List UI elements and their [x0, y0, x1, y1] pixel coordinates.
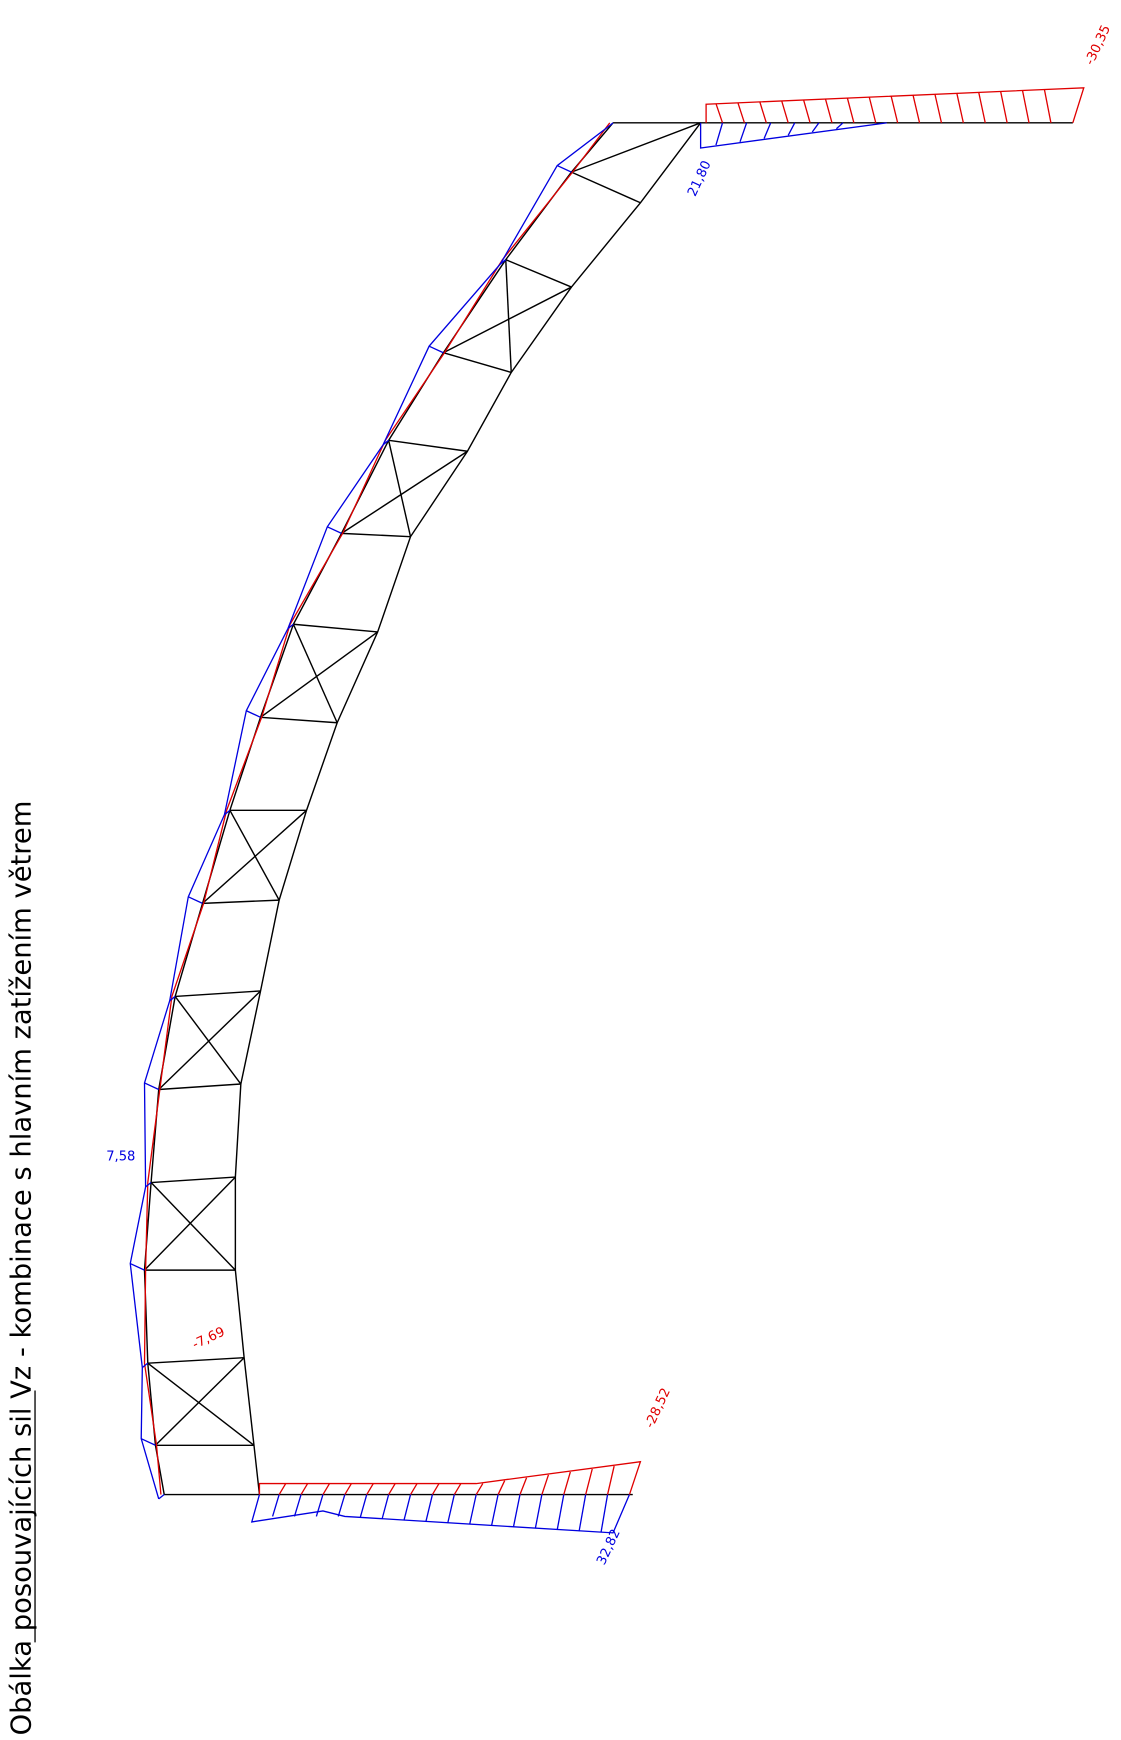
- hatch: [1022, 90, 1029, 123]
- hatch: [382, 1495, 389, 1520]
- hatch: [601, 1495, 608, 1533]
- truss-post: [151, 1177, 235, 1182]
- truss-diagonal: [261, 632, 378, 717]
- hatch: [301, 1484, 308, 1495]
- truss-post: [203, 900, 280, 903]
- hatch: [432, 1484, 439, 1495]
- hatch: [557, 1495, 564, 1530]
- truss-post: [261, 717, 338, 722]
- truss-diagonal: [342, 451, 468, 533]
- hatch: [411, 1484, 418, 1495]
- hatch: [470, 1495, 477, 1525]
- hatch: [836, 123, 843, 129]
- hatch: [246, 711, 260, 718]
- hatch: [188, 897, 202, 904]
- hatch: [804, 100, 811, 123]
- truss-diagonal: [293, 624, 337, 723]
- hatch: [535, 1495, 542, 1529]
- truss-post: [148, 1358, 244, 1363]
- hatch: [788, 123, 795, 135]
- truss-post: [443, 353, 511, 373]
- hatch: [429, 346, 443, 353]
- hatch: [608, 1466, 615, 1494]
- hatch: [847, 98, 854, 123]
- hatch: [579, 1495, 586, 1532]
- hatch: [159, 1495, 164, 1499]
- hatch: [145, 1083, 159, 1090]
- truss-diagonal: [506, 260, 511, 373]
- hatch: [764, 123, 771, 139]
- value-label: -30,35: [1083, 23, 1114, 68]
- hatch: [345, 1484, 352, 1495]
- envelope-max: [145, 123, 610, 1495]
- truss-diagonal: [203, 810, 307, 903]
- truss-diagonal: [230, 810, 279, 900]
- hatch: [520, 1478, 527, 1495]
- hatch: [513, 1495, 520, 1528]
- envelope-max: [259, 1462, 640, 1495]
- envelope-min: [252, 1495, 630, 1533]
- hatch: [498, 1481, 505, 1495]
- drawing: Obálka posouvajících sil Vz - kombinace …: [0, 0, 1121, 1740]
- truss-post: [389, 440, 468, 451]
- envelope-max: [706, 88, 1084, 123]
- value-label: -7,69: [190, 1325, 227, 1353]
- hatch: [279, 1484, 286, 1495]
- hatch: [1001, 91, 1008, 123]
- hatch: [294, 1495, 301, 1517]
- hatch: [454, 1484, 461, 1495]
- envelope-min: [701, 123, 887, 148]
- envelope-min: [130, 127, 607, 1499]
- hatch: [1044, 89, 1051, 123]
- hatch: [812, 123, 819, 132]
- title: Obálka posouvajících sil Vz - kombinace …: [7, 801, 38, 1736]
- hatch: [448, 1495, 455, 1524]
- hatch: [716, 104, 723, 123]
- truss-diagonal: [148, 1363, 254, 1445]
- hatch: [476, 1484, 483, 1495]
- truss-post: [506, 260, 572, 287]
- hatch: [316, 1495, 323, 1517]
- hatch: [825, 99, 832, 123]
- hatch: [327, 527, 341, 534]
- hatch: [760, 102, 767, 123]
- hatch: [492, 1495, 499, 1526]
- hatch: [360, 1495, 367, 1518]
- hatch: [782, 101, 789, 123]
- value-label: -28,52: [642, 1386, 673, 1431]
- hatch: [740, 123, 747, 142]
- hatch: [338, 1495, 345, 1517]
- value-label: 7,58: [106, 1150, 135, 1165]
- truss-post: [342, 533, 411, 536]
- hatch: [564, 1472, 571, 1495]
- value-label: 21,80: [685, 159, 714, 199]
- truss-diagonal: [151, 1183, 235, 1271]
- hatch: [542, 1475, 549, 1495]
- truss-post: [571, 172, 640, 203]
- hatch: [323, 1484, 330, 1495]
- hatch: [367, 1484, 374, 1495]
- bottom-chord: [235, 123, 700, 1495]
- truss-post: [175, 991, 260, 996]
- hatch: [404, 1495, 411, 1521]
- hatch: [869, 97, 876, 123]
- truss-diagonal: [175, 996, 241, 1084]
- truss-diagonal: [389, 440, 411, 536]
- truss-diagonal: [155, 1358, 244, 1446]
- hatch: [557, 166, 571, 173]
- hatch: [891, 96, 898, 123]
- hatch: [273, 1495, 280, 1517]
- truss-post: [159, 1084, 241, 1089]
- hatch: [913, 95, 920, 123]
- hatch: [979, 92, 986, 123]
- hatch: [130, 1264, 144, 1271]
- hatch: [738, 103, 745, 123]
- hatch: [389, 1484, 396, 1495]
- hatch: [716, 123, 723, 145]
- hatch: [586, 1469, 593, 1495]
- truss-post: [293, 624, 377, 632]
- hatch: [426, 1495, 433, 1522]
- hatch: [935, 94, 942, 123]
- hatch: [957, 93, 964, 123]
